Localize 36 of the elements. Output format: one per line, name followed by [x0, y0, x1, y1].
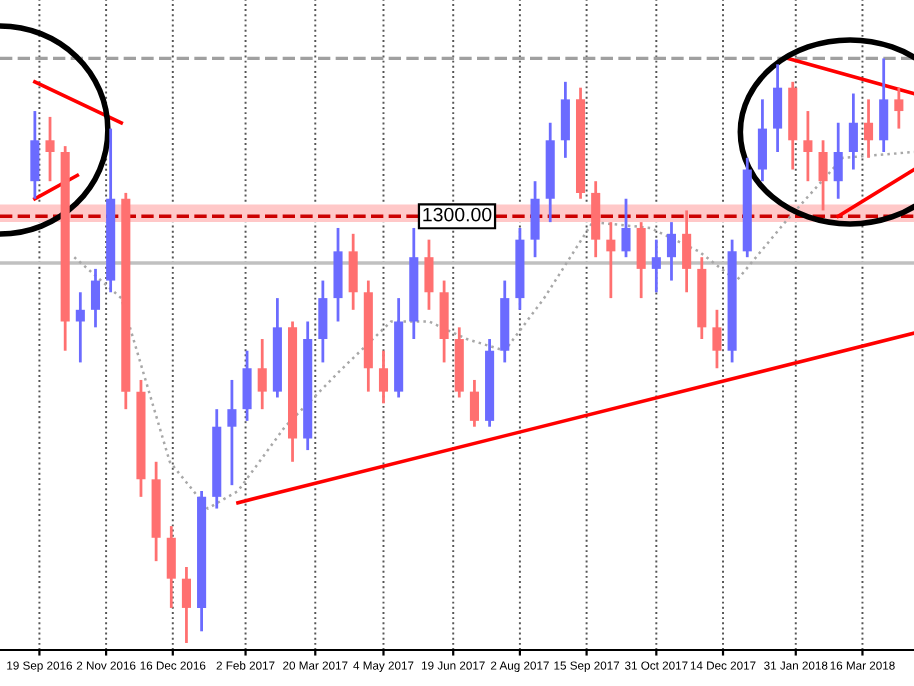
candlestick — [773, 62, 783, 154]
candlestick — [757, 97, 767, 183]
candlestick — [348, 232, 358, 312]
candlestick — [666, 220, 677, 282]
candlestick — [166, 524, 176, 610]
annotation: 1300.00 — [423, 207, 492, 222]
candlestick — [75, 290, 85, 364]
candlestick — [606, 220, 616, 300]
candlestick — [181, 565, 191, 645]
candlestick — [863, 97, 874, 160]
candlestick — [30, 109, 40, 201]
candlestick — [848, 92, 858, 171]
candlestick — [242, 349, 252, 423]
candlestick — [651, 238, 661, 294]
candlestick — [833, 121, 843, 201]
candlestick — [333, 226, 343, 323]
candlestick — [712, 308, 722, 370]
candlestick — [879, 57, 889, 154]
candlestick — [318, 279, 328, 364]
candlestick — [257, 337, 267, 411]
candlestick — [591, 179, 601, 259]
candlestick — [378, 349, 389, 405]
candlestick — [90, 267, 101, 329]
candlestick — [45, 115, 55, 183]
candlestick — [894, 86, 904, 130]
candlestick — [227, 378, 237, 487]
candlestick — [682, 209, 692, 294]
candlestick — [560, 80, 570, 160]
candlestick — [818, 138, 828, 212]
candlestick — [621, 197, 631, 259]
candlestick — [424, 238, 434, 312]
candlestick — [469, 378, 479, 429]
candlestick — [803, 109, 813, 183]
candlestick — [636, 220, 646, 300]
candlestick — [530, 179, 540, 259]
candlestick — [439, 279, 449, 364]
